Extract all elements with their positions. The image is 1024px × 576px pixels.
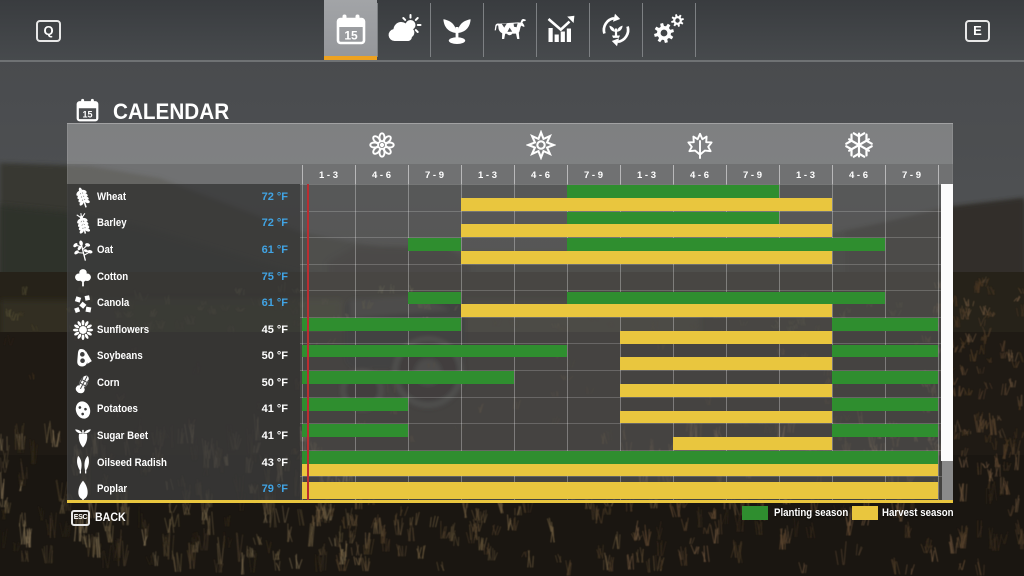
svg-text:15: 15	[344, 29, 358, 43]
svg-text:15: 15	[82, 110, 92, 120]
